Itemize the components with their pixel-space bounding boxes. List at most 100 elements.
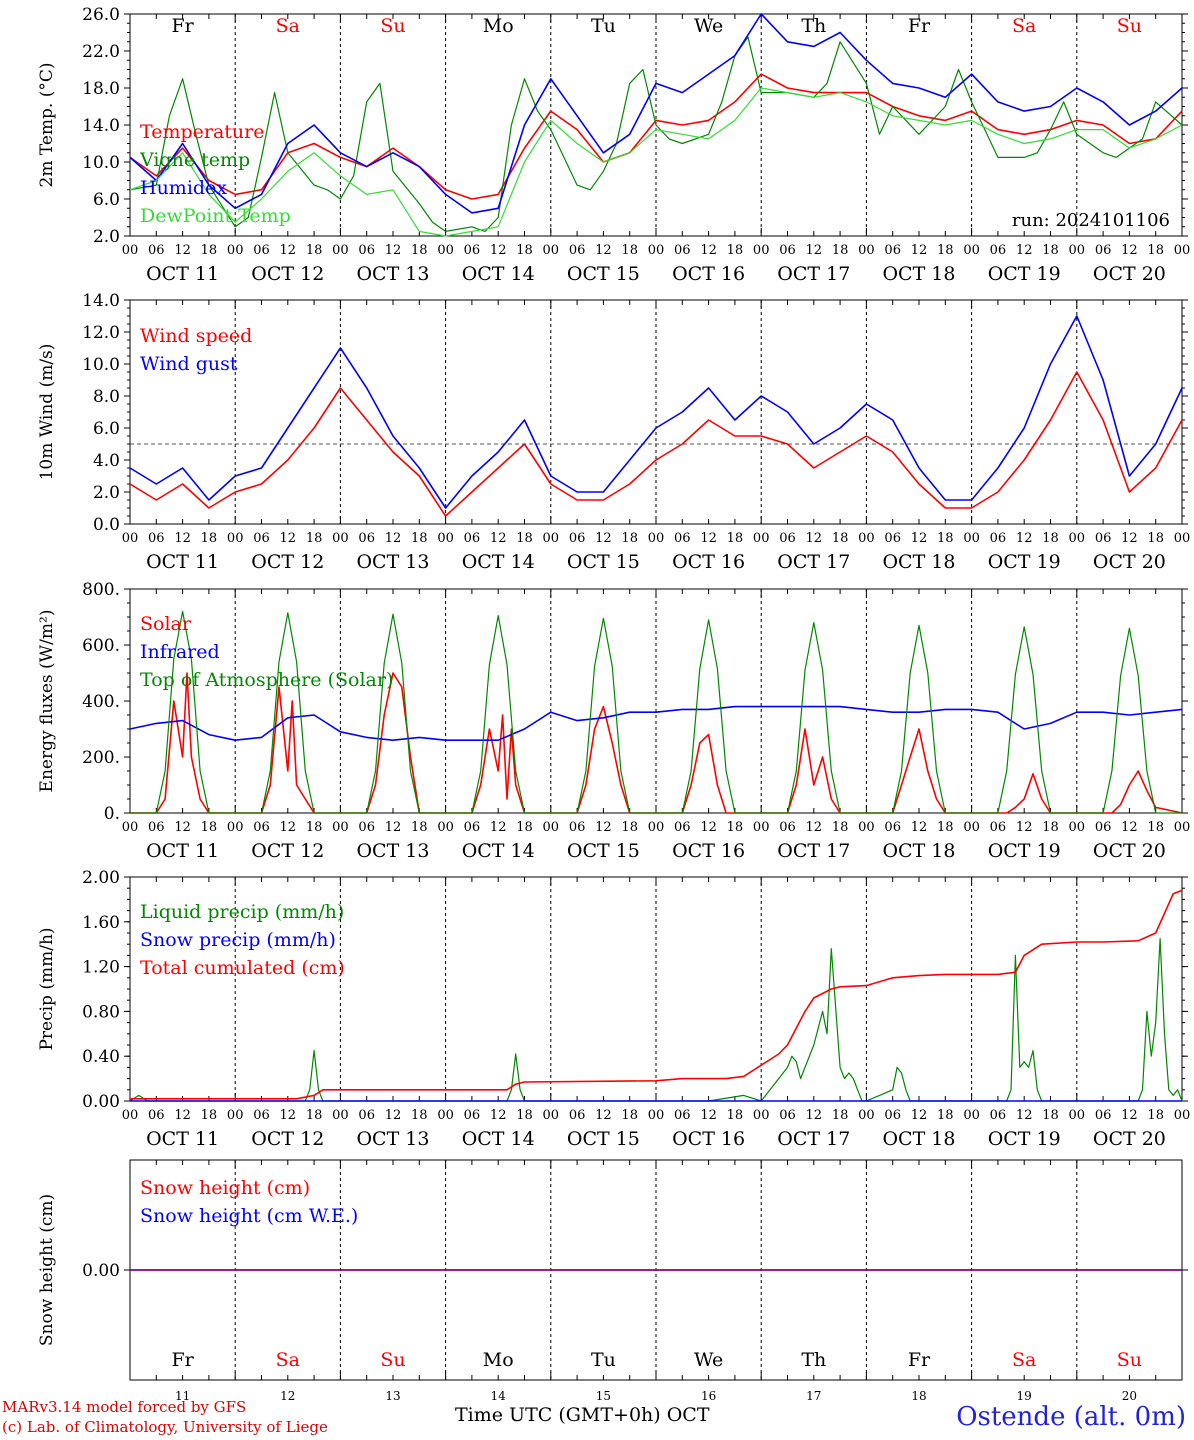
series-line: [129, 36, 1183, 232]
date-label: OCT 18: [882, 840, 955, 862]
legend-entry: Wind speed: [140, 325, 252, 347]
y-axis-title: 2m Temp. (°C): [37, 62, 57, 187]
date-label: OCT 17: [777, 840, 850, 862]
hour-label: 12: [911, 820, 928, 835]
hour-label: 06: [253, 531, 270, 546]
day-number-label: 15: [596, 1389, 611, 1403]
date-label: OCT 18: [882, 1128, 955, 1150]
hour-label: 18: [1147, 820, 1164, 835]
hour-label: 18: [516, 820, 533, 835]
hour-label: 18: [1042, 531, 1059, 546]
hour-label: 06: [253, 243, 270, 258]
date-label: OCT 15: [567, 263, 640, 285]
hour-label: 18: [1042, 820, 1059, 835]
hour-label: 06: [569, 243, 586, 258]
hour-label: 18: [937, 531, 954, 546]
weekday-label: Su: [1117, 1349, 1142, 1371]
hour-label: 06: [464, 820, 481, 835]
hour-label: 06: [674, 243, 691, 258]
hour-label: 12: [911, 1108, 928, 1123]
series-line: [129, 315, 1183, 509]
series-line: [130, 672, 1183, 814]
date-label: OCT 13: [356, 840, 429, 862]
hour-label: 06: [148, 820, 165, 835]
day-number-label: 12: [280, 1389, 295, 1403]
date-label: OCT 14: [462, 840, 535, 862]
hour-label: 12: [700, 820, 717, 835]
y-tick-label: 0.: [104, 804, 120, 824]
date-label: OCT 17: [777, 551, 850, 573]
legend-entry: Solar: [140, 613, 192, 635]
hour-label: 00: [648, 531, 665, 546]
hour-label: 00: [122, 820, 139, 835]
hour-label: 18: [201, 820, 218, 835]
date-label: OCT 20: [1093, 263, 1166, 285]
hour-label: 12: [1016, 531, 1033, 546]
hour-label: 06: [1095, 820, 1112, 835]
hour-label: 06: [674, 1108, 691, 1123]
y-tick-label: 8.0: [93, 387, 120, 407]
y-tick-label: 2.0: [93, 483, 120, 503]
weekday-label: Mo: [483, 15, 514, 37]
panel-5: 0.00 Snow height (cm) Fr 11 Sa 12 Su 13 Mo 14 Tu 15…: [37, 1159, 1188, 1403]
hour-label: 00: [332, 820, 349, 835]
date-label: OCT 20: [1093, 1128, 1166, 1150]
hour-label: 00: [332, 531, 349, 546]
date-label: OCT 18: [882, 263, 955, 285]
weekday-label: Sa: [276, 1349, 300, 1371]
weekday-label: Su: [380, 1349, 405, 1371]
date-label: OCT 11: [146, 263, 219, 285]
hour-label: 18: [411, 820, 428, 835]
hour-label: 00: [122, 531, 139, 546]
y-tick-label: 400.: [82, 692, 120, 712]
hour-label: 12: [490, 1108, 507, 1123]
hour-label: 18: [306, 531, 323, 546]
hour-label: 00: [648, 243, 665, 258]
y-tick-label: 0.40: [82, 1047, 120, 1067]
x-axis-title: Time UTC (GMT+0h) OCT: [455, 1404, 710, 1426]
y-tick-label: 6.0: [93, 419, 120, 439]
y-tick-label: 0.00: [82, 1092, 120, 1112]
legend-entry: Snow height (cm): [140, 1177, 310, 1199]
weekday-label: Tu: [591, 1349, 616, 1371]
hour-label: 00: [753, 243, 770, 258]
hour-label: 12: [490, 243, 507, 258]
hour-label: 18: [1042, 243, 1059, 258]
hour-label: 18: [516, 1108, 533, 1123]
date-label: OCT 13: [356, 263, 429, 285]
hour-label: 18: [411, 243, 428, 258]
hour-label: 06: [779, 820, 796, 835]
day-number-label: 13: [385, 1389, 400, 1403]
model-credit: MARv3.14 model forced by GFS: [2, 1398, 247, 1416]
hour-label: 06: [464, 243, 481, 258]
y-tick-label: 200.: [82, 748, 120, 768]
hour-label: 12: [806, 1108, 823, 1123]
hour-label: 00: [1069, 531, 1086, 546]
hour-label: 00: [858, 820, 875, 835]
y-axis-title: Snow height (cm): [37, 1194, 57, 1346]
y-tick-label: 0.80: [82, 1002, 120, 1022]
date-label: OCT 16: [672, 840, 745, 862]
date-label: OCT 12: [251, 263, 324, 285]
hour-label: 06: [674, 820, 691, 835]
hour-label: 06: [884, 820, 901, 835]
hour-label: 00: [1069, 243, 1086, 258]
y-axis-title: Precip (mm/h): [37, 927, 57, 1050]
hour-label: 00: [1069, 1108, 1086, 1123]
hour-label: 12: [700, 1108, 717, 1123]
run-annotation: run: 2024101106: [1012, 210, 1170, 231]
date-label: OCT 13: [356, 1128, 429, 1150]
date-label: OCT 12: [251, 840, 324, 862]
hour-label: 18: [1147, 1108, 1164, 1123]
series-line: [130, 610, 1182, 814]
hour-label: 12: [385, 243, 402, 258]
hour-label: 12: [280, 531, 297, 546]
hour-label: 06: [358, 1108, 375, 1123]
plot-frame: [129, 588, 1183, 814]
weekday-label: Fr: [908, 1349, 931, 1371]
y-tick-label: 4.0: [93, 451, 120, 471]
hour-label: 00: [1174, 1108, 1191, 1123]
hour-label: 06: [148, 243, 165, 258]
hour-label: 00: [963, 531, 980, 546]
panel-3: 0. 200. 400. 600. 800. Energy fluxes (W/m²) 00…: [37, 580, 1190, 862]
